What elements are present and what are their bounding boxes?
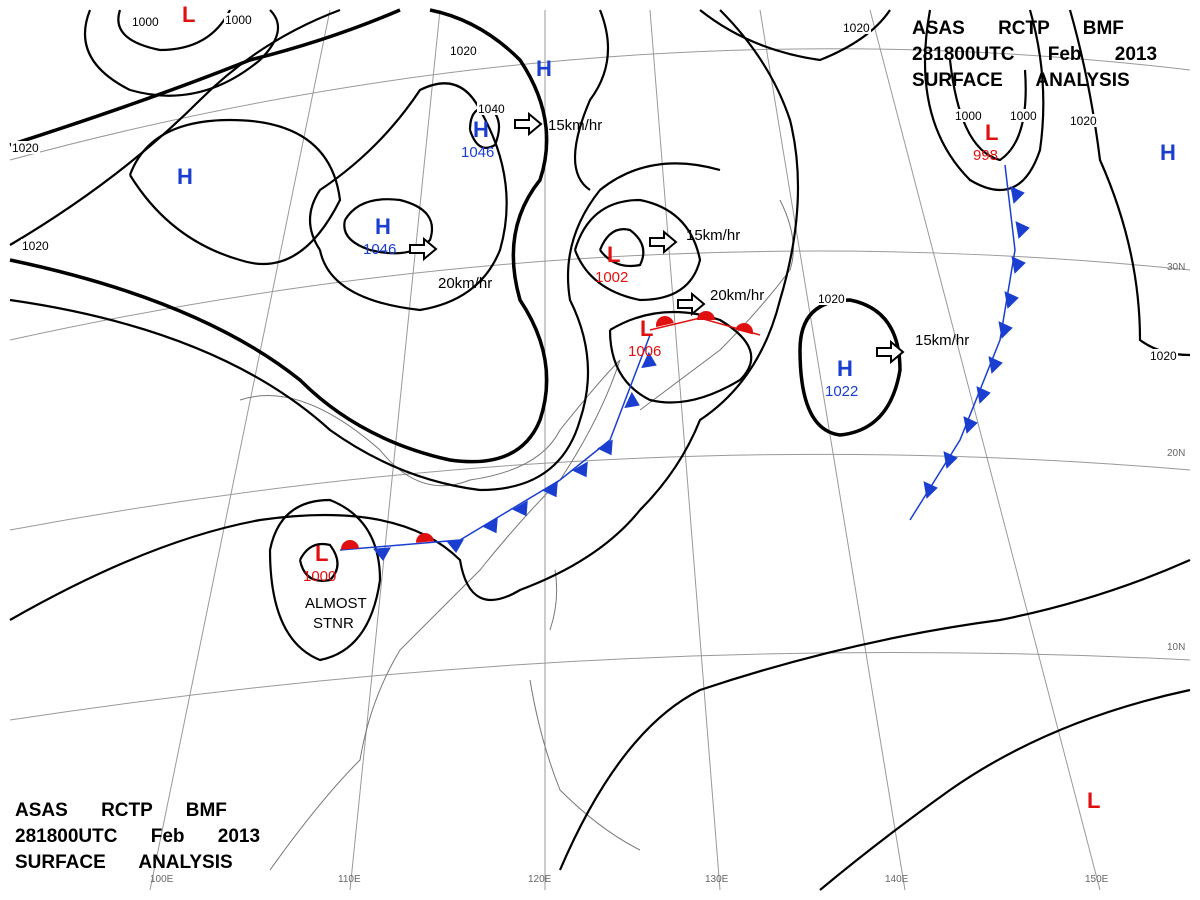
- isobar-label: 1020: [12, 141, 39, 155]
- front-symbol: [512, 500, 528, 517]
- front-symbol: [446, 539, 464, 553]
- central-pressure: 1000: [303, 568, 336, 585]
- motion-arrow: [649, 229, 678, 255]
- isobar-label-bg: [224, 13, 253, 26]
- isobar-label: 1000: [955, 109, 982, 123]
- isobar-label-bg: [842, 21, 871, 34]
- front-symbol: [988, 356, 1003, 374]
- front-symbol: [624, 391, 640, 409]
- graticule: [9, 9, 1191, 891]
- motion-arrow: [514, 111, 543, 137]
- motion-label: 15km/hr: [686, 227, 740, 244]
- isobar-label-bg: [11, 141, 40, 154]
- title-line: 281800UTC Feb 2013: [912, 44, 1157, 65]
- central-pressure: 1022: [825, 383, 858, 400]
- front-symbol: [482, 517, 498, 534]
- pressure-center-symbol: H: [1160, 140, 1176, 165]
- isobars: [9, 8, 1191, 891]
- pressure-center-symbol: H: [837, 356, 853, 381]
- isobar-label-bg: [477, 102, 506, 115]
- front-symbol: [1004, 291, 1019, 309]
- motion-label: 20km/hr: [438, 275, 492, 292]
- front-symbol: [542, 481, 558, 498]
- front-symbol: [656, 316, 674, 328]
- longitude-label: 130E: [705, 874, 729, 885]
- pressure-center-symbol: L: [640, 316, 653, 341]
- front-symbol: [923, 481, 938, 499]
- isobar-label: 1020: [450, 44, 477, 58]
- motion-label: 20km/hr: [710, 287, 764, 304]
- motion-arrow: [876, 339, 905, 365]
- front-symbol: [943, 451, 958, 469]
- isobar-label: 1040: [478, 102, 505, 116]
- pressure-center-symbol: H: [375, 214, 391, 239]
- isobar-label: 1000: [225, 13, 252, 27]
- central-pressure: 1006: [628, 343, 661, 360]
- front-note: STNR: [313, 615, 354, 632]
- isobar-label: 1020: [22, 239, 49, 253]
- title-line: SURFACE ANALYSIS: [15, 852, 233, 873]
- isobar-label-bg: [131, 15, 160, 28]
- title-line: SURFACE ANALYSIS: [912, 70, 1130, 91]
- isobar-label-bg: [1149, 349, 1178, 362]
- pressure-center-symbol: H: [536, 56, 552, 81]
- front-symbol: [572, 461, 588, 478]
- isobar-label: 1020: [1070, 114, 1097, 128]
- latitude-label: 20N: [1167, 448, 1185, 459]
- isobar-label: 1000: [1010, 109, 1037, 123]
- longitude-label: 150E: [1085, 874, 1109, 885]
- isobar-label: 1020: [818, 292, 845, 306]
- fronts: [339, 164, 1030, 561]
- motion-arrow: [409, 236, 438, 262]
- motion-label: 15km/hr: [915, 332, 969, 349]
- front-symbol: [735, 323, 753, 335]
- central-pressure: 1002: [595, 269, 628, 286]
- front-symbol: [1011, 256, 1026, 274]
- title-line: 281800UTC Feb 2013: [15, 826, 260, 847]
- motion-arrow: [677, 291, 706, 317]
- front-symbol: [963, 416, 978, 434]
- pressure-center-symbol: L: [315, 541, 328, 566]
- front-note: ALMOST: [305, 595, 367, 612]
- latitude-label: 30N: [1167, 262, 1185, 273]
- isobar-label-bg: [954, 109, 983, 122]
- motion-label: 15km/hr: [548, 117, 602, 134]
- front-symbol: [998, 321, 1013, 339]
- isobar-label-bg: [1069, 114, 1098, 127]
- isobar-label-bg: [1009, 109, 1038, 122]
- longitude-label: 100E: [150, 874, 174, 885]
- front-symbol: [641, 351, 657, 369]
- isobar-label: 1020: [1150, 349, 1177, 363]
- front-symbol: [697, 311, 715, 320]
- pressure-center-symbol: H: [177, 164, 193, 189]
- isobar-label-bg: [449, 44, 478, 57]
- front-symbol: [1015, 221, 1030, 239]
- isobar-label: 1020: [843, 21, 870, 35]
- pressure-center-symbol: L: [182, 2, 195, 27]
- front-symbol: [373, 547, 391, 561]
- longitude-label: 110E: [338, 874, 361, 885]
- central-pressure: 1046: [363, 241, 396, 258]
- title-line: ASAS RCTP BMF: [15, 800, 227, 821]
- isobar-label-bg: [21, 239, 50, 252]
- pressure-center-symbol: H: [473, 117, 489, 142]
- front-symbol: [976, 386, 991, 404]
- front-symbol: [1010, 186, 1025, 204]
- central-pressure: 1046: [461, 144, 494, 161]
- pressure-center-symbol: L: [985, 120, 998, 145]
- latitude-label: 10N: [1167, 642, 1185, 653]
- central-pressure: 998: [973, 147, 998, 164]
- pressure-center-symbol: L: [607, 242, 620, 267]
- longitude-label: 140E: [885, 874, 909, 885]
- front-symbol: [416, 533, 434, 543]
- front-symbol: [597, 439, 613, 456]
- longitude-label: 120E: [528, 874, 552, 885]
- isobar-label: 1000: [132, 15, 159, 29]
- pressure-center-symbol: L: [1087, 788, 1100, 813]
- front-symbol: [341, 540, 359, 550]
- title-line: ASAS RCTP BMF: [912, 18, 1124, 39]
- isobar-label-bg: [817, 292, 846, 305]
